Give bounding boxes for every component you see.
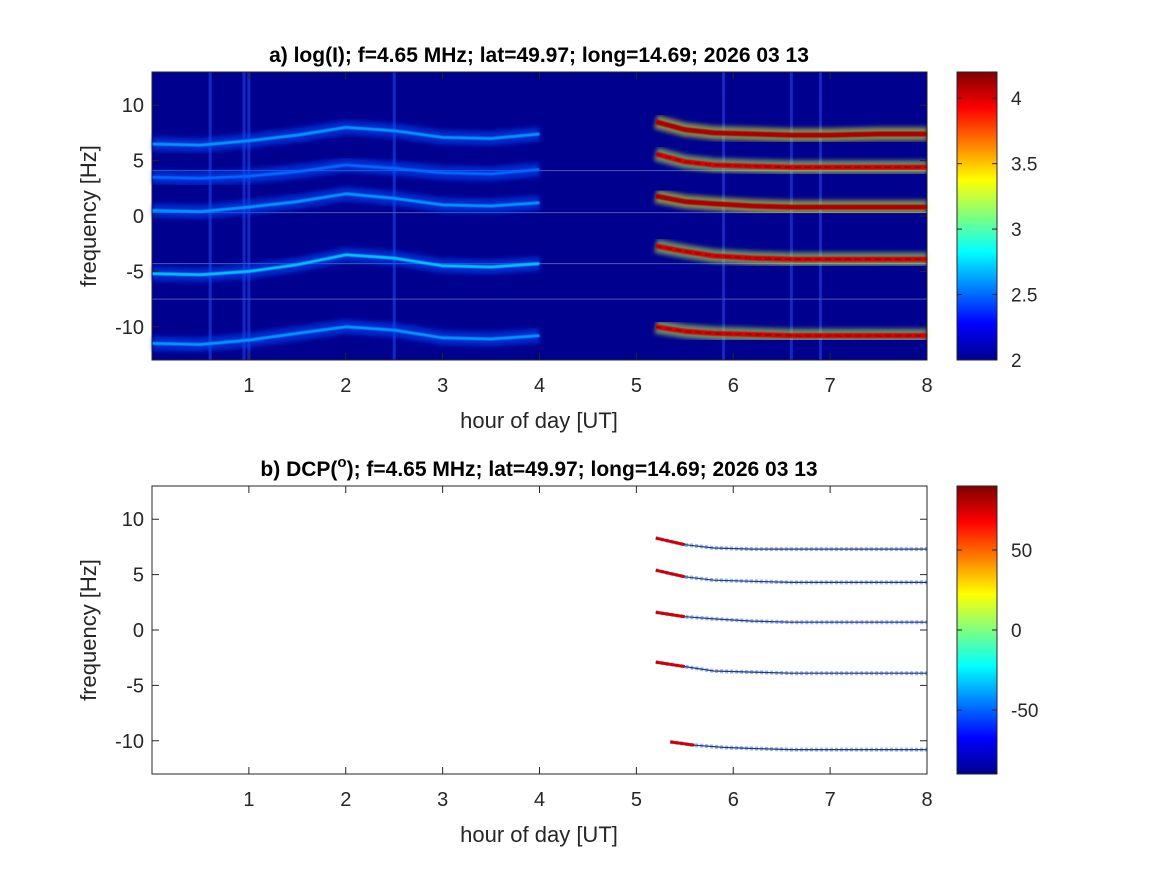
- x-tick-label: 5: [631, 789, 642, 811]
- y-tick-label: -5: [126, 675, 144, 697]
- colorbar-tick-label: 2: [1011, 351, 1022, 372]
- panel-a-trace: [151, 253, 540, 277]
- x-tick-label: 7: [825, 375, 836, 397]
- panel-b-plot-area: [152, 486, 927, 774]
- colorbar-tick-label: 0: [1011, 621, 1022, 642]
- panel-b-trace: [670, 741, 927, 751]
- panel-b-title-suffix: ); f=4.65 MHz; lat=49.97; long=14.69; 20…: [347, 458, 818, 481]
- panel-a-colorbar: [956, 71, 998, 361]
- x-tick-label: 7: [825, 789, 836, 811]
- panel-a-colorbar-ticks: 2 2.5 3 3.5 4: [957, 89, 1037, 372]
- panel-a-title: a) log(I); f=4.65 MHz; lat=49.97; long=1…: [269, 44, 809, 67]
- panel-a-trace: [151, 163, 540, 180]
- panel-b-title: b) DCP(o); f=4.65 MHz; lat=49.97; long=1…: [260, 454, 817, 481]
- y-tick-label: -10: [115, 317, 144, 339]
- panel-b-title-prefix: b) DCP(: [260, 458, 337, 481]
- x-tick-label: 3: [437, 375, 448, 397]
- panel-b-colorbar: [956, 485, 998, 775]
- panel-b-trace: [655, 661, 927, 674]
- panel-a-ticks: 1 2 3 4 5 6 7 8 -10 -5 0 5 10: [115, 72, 933, 397]
- x-tick-label: 4: [534, 789, 545, 811]
- panel-b-ticks: 1 2 3 4 5 6 7 8 -10 -5 0 5 10: [115, 486, 933, 811]
- panel-b-trace: [655, 537, 927, 550]
- y-tick-label: -5: [126, 261, 144, 283]
- panel-a-trace-core: [655, 120, 927, 137]
- panel-a-trace-core: [655, 153, 927, 169]
- panel-a-vstripe: [722, 72, 726, 360]
- panel-a-vstripe: [242, 72, 246, 360]
- panel-a-vstripe: [247, 72, 251, 360]
- panel-b-trace-onset: [655, 660, 686, 669]
- x-tick-label: 6: [728, 375, 739, 397]
- x-tick-label: 1: [243, 789, 254, 811]
- panel-b-trace: [655, 611, 927, 623]
- panel-a-trace-core: [655, 244, 927, 261]
- colorbar-tick-label: 4: [1011, 89, 1022, 110]
- y-tick-label: -10: [115, 731, 144, 753]
- colorbar-tick-label: 2.5: [1011, 286, 1037, 307]
- x-tick-label: 5: [631, 375, 642, 397]
- y-tick-label: 0: [133, 206, 144, 228]
- y-tick-label: 0: [133, 620, 144, 642]
- panel-a-trace: [151, 325, 540, 346]
- panel-a-trace: [151, 192, 540, 214]
- colorbar-tick-label: 3.5: [1011, 155, 1037, 176]
- colorbar-tick-label: 3: [1011, 220, 1022, 241]
- panel-a-trace-core: [655, 325, 927, 337]
- y-tick-label: 5: [133, 151, 144, 173]
- panel-a: a) log(I); f=4.65 MHz; lat=49.97; long=1…: [76, 44, 1037, 433]
- panel-a-trace: [151, 125, 540, 147]
- panel-b-trace-onset: [655, 610, 686, 619]
- x-tick-label: 3: [437, 789, 448, 811]
- y-tick-label: 10: [122, 95, 144, 117]
- x-tick-label: 2: [340, 375, 351, 397]
- x-tick-label: 6: [728, 789, 739, 811]
- panel-a-ylabel: frequency [Hz]: [76, 145, 101, 287]
- panel-b-trace-onset: [655, 536, 686, 547]
- colorbar-tick-label: -50: [1011, 701, 1038, 722]
- panel-a-plot-area: [152, 72, 927, 360]
- panel-a-vstripe: [392, 72, 396, 360]
- panel-b-trace-onset: [670, 740, 695, 747]
- x-tick-label: 4: [534, 375, 545, 397]
- panel-a-vstripe: [789, 72, 793, 360]
- panel-b-title-superscript: o: [337, 454, 346, 471]
- colorbar-tick-label: 50: [1011, 541, 1032, 562]
- panel-a-trace-core: [655, 195, 927, 209]
- panel-b-colorbar-ticks: 50 0 -50: [957, 541, 1038, 722]
- x-tick-label: 8: [921, 375, 932, 397]
- x-tick-label: 8: [921, 789, 932, 811]
- panel-b-xlabel: hour of day [UT]: [460, 822, 618, 847]
- panel-b: b) DCP(o); f=4.65 MHz; lat=49.97; long=1…: [76, 454, 1038, 847]
- panel-b-ylabel: frequency [Hz]: [76, 559, 101, 701]
- panel-a-xlabel: hour of day [UT]: [460, 408, 618, 433]
- x-tick-label: 1: [243, 375, 254, 397]
- y-tick-label: 10: [122, 509, 144, 531]
- panel-b-trace: [655, 569, 927, 584]
- x-tick-label: 2: [340, 789, 351, 811]
- panel-a-vstripe: [818, 72, 822, 360]
- panel-b-dcp-map: [655, 536, 927, 752]
- panel-b-trace-onset: [655, 568, 686, 579]
- panel-a-spectrogram: [151, 72, 927, 360]
- y-tick-label: 5: [133, 565, 144, 587]
